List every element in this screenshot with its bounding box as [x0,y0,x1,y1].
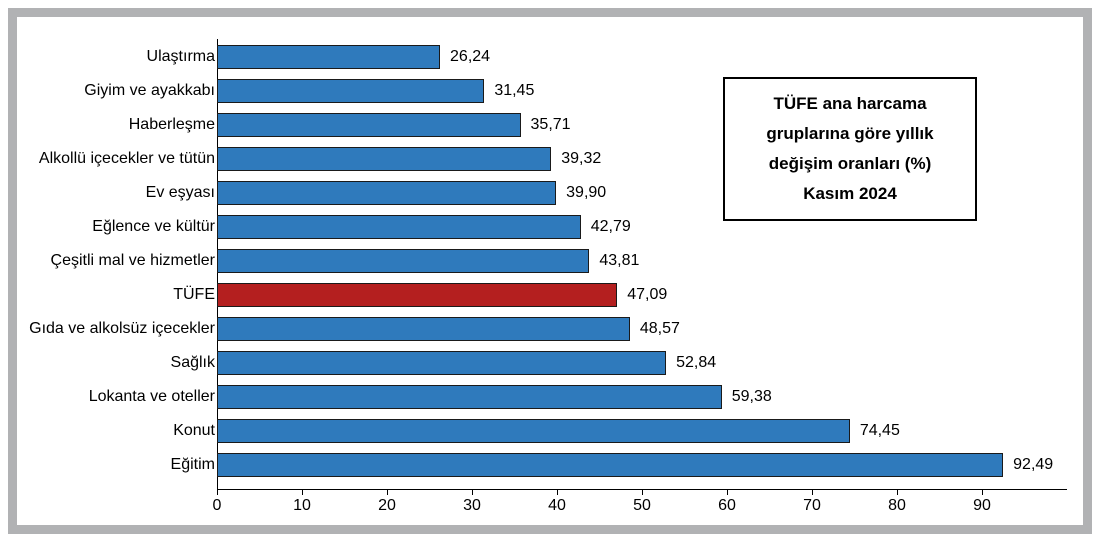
bar-row: Gıda ve alkolsüz içecekler 48,57 [17,317,1083,341]
bar [217,351,666,375]
bar [217,385,722,409]
x-tick-label: 10 [293,497,311,515]
bar [217,283,617,307]
x-tick-label: 20 [378,497,396,515]
title-box: TÜFE ana harcamagruplarına göre yıllıkde… [723,77,977,221]
bar-value-label: 52,84 [676,351,716,375]
bar [217,147,551,171]
x-tick-label: 30 [463,497,481,515]
category-label: Eğitim [171,453,215,477]
bar-row: Sağlık 52,84 [17,351,1083,375]
category-label: Alkollü içecekler ve tütün [39,147,215,171]
bar-value-label: 74,45 [860,419,900,443]
x-tick [727,489,728,495]
bar-value-label: 26,24 [450,45,490,69]
category-label: TÜFE [173,283,215,307]
category-label: Ulaştırma [147,45,215,69]
bar [217,113,521,137]
bar-value-label: 43,81 [599,249,639,273]
bar [217,181,556,205]
bar-row: Çeşitli mal ve hizmetler 43,81 [17,249,1083,273]
bar [217,45,440,69]
title-line: TÜFE ana harcama [741,89,959,119]
bar-value-label: 92,49 [1013,453,1053,477]
bar [217,317,630,341]
x-tick-label: 60 [718,497,736,515]
bar-row: Eğitim 92,49 [17,453,1083,477]
bar [217,79,484,103]
category-label: Sağlık [171,351,215,375]
bar-value-label: 59,38 [732,385,772,409]
bar-value-label: 48,57 [640,317,680,341]
x-tick [387,489,388,495]
category-label: Çeşitli mal ve hizmetler [51,249,215,273]
category-label: Haberleşme [129,113,215,137]
bar-value-label: 35,71 [531,113,571,137]
bar-chart: Ulaştırma 26,24 Giyim ve ayakkabı 31,45 Habe… [17,21,1083,521]
bar [217,419,850,443]
bar-value-label: 39,90 [566,181,606,205]
category-label: Konut [173,419,215,443]
x-tick [897,489,898,495]
bar [217,453,1003,477]
x-tick [302,489,303,495]
bar-value-label: 42,79 [591,215,631,239]
category-label: Lokanta ve oteller [89,385,215,409]
x-tick-label: 0 [213,497,222,515]
category-label: Eğlence ve kültür [92,215,215,239]
bar-row: Lokanta ve oteller 59,38 [17,385,1083,409]
bar-value-label: 39,32 [561,147,601,171]
x-tick [472,489,473,495]
x-tick [642,489,643,495]
x-tick-label: 90 [973,497,991,515]
category-label: Ev eşyası [146,181,215,205]
category-label: Gıda ve alkolsüz içecekler [29,317,215,341]
x-tick [557,489,558,495]
bar [217,249,589,273]
category-label: Giyim ve ayakkabı [84,79,215,103]
bar-value-label: 31,45 [494,79,534,103]
x-tick [812,489,813,495]
x-tick [217,489,218,495]
title-line: gruplarına göre yıllık [741,119,959,149]
x-tick [982,489,983,495]
x-tick-label: 70 [803,497,821,515]
bar-row: TÜFE 47,09 [17,283,1083,307]
bar-row: Konut 74,45 [17,419,1083,443]
title-line: değişim oranları (%) [741,149,959,179]
frame: Ulaştırma 26,24 Giyim ve ayakkabı 31,45 Habe… [8,8,1092,534]
bar [217,215,581,239]
x-tick-label: 40 [548,497,566,515]
bar-row: Ulaştırma 26,24 [17,45,1083,69]
x-tick-label: 80 [888,497,906,515]
title-line: Kasım 2024 [741,179,959,209]
bar-value-label: 47,09 [627,283,667,307]
x-tick-label: 50 [633,497,651,515]
